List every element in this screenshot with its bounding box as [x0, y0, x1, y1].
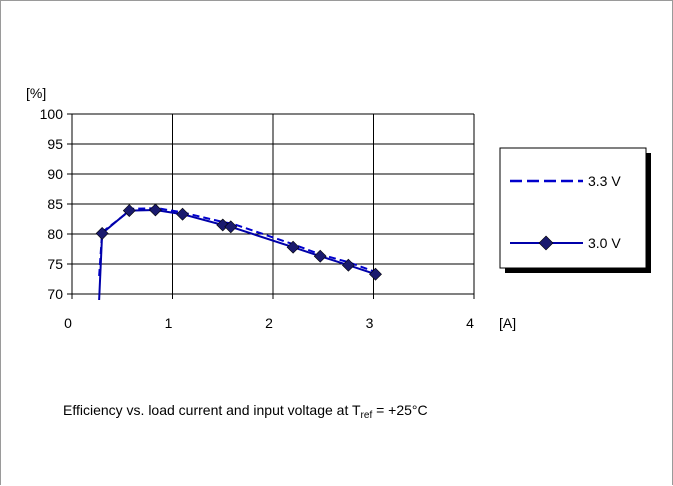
axes: 70 75 80 85 90 95 100 0 1 2 3 4	[40, 106, 475, 331]
series-line-3-0v	[98, 208, 376, 301]
figure-caption: Efficiency vs. load current and input vo…	[63, 402, 428, 421]
y-tick-label: 80	[47, 226, 63, 242]
y-tick-label: 90	[47, 166, 63, 182]
caption-subscript: ref	[360, 410, 373, 421]
legend-box	[499, 147, 647, 269]
series-line-3-3v	[98, 207, 374, 277]
y-tick-label: 95	[47, 136, 63, 152]
y-axis-label: [%]	[26, 85, 46, 101]
x-tick-label: 2	[265, 315, 273, 331]
grid	[72, 113, 475, 294]
y-tick-label: 85	[47, 196, 63, 212]
data-point-3-0v	[369, 267, 382, 281]
y-tick-label: 70	[47, 286, 63, 302]
legend-label: 3.3 V	[588, 173, 621, 189]
data-point-3-0v	[95, 226, 109, 240]
x-tick-label: 4	[466, 315, 474, 331]
y-tick-label: 75	[47, 256, 63, 272]
caption-main: Efficiency vs. load current and input vo…	[63, 402, 361, 418]
data-point-3-0v	[176, 207, 189, 221]
caption-tail: = +25°C	[372, 402, 428, 418]
data-point-3-0v	[341, 258, 355, 272]
x-axis-label: [A]	[499, 315, 516, 331]
data-point-3-0v	[122, 204, 136, 218]
x-tick-label: 0	[64, 315, 72, 331]
y-tick-label: 100	[40, 106, 64, 122]
legend-label: 3.0 V	[588, 235, 621, 251]
x-tick-label: 1	[165, 315, 173, 331]
data-point-3-0v	[224, 220, 238, 234]
legend-marker-3-0v	[538, 235, 554, 251]
series	[95, 203, 382, 301]
data-point-3-0v	[286, 240, 300, 254]
legend: 3.3 V 3.0 V	[499, 147, 651, 273]
data-point-3-0v	[148, 203, 162, 217]
data-point-3-0v	[313, 249, 327, 263]
x-tick-label: 3	[366, 315, 374, 331]
